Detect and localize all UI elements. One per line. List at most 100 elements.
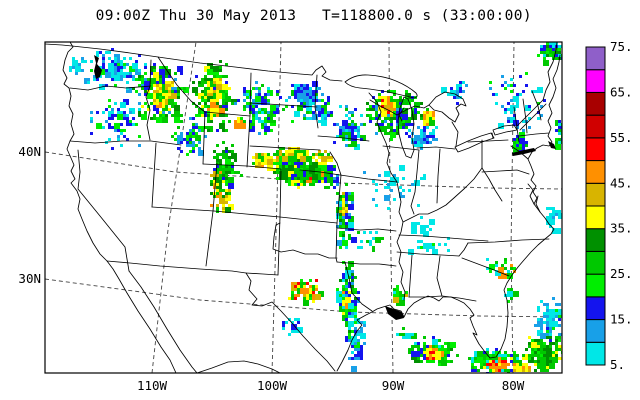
colorbar-label-65: 65. xyxy=(610,84,633,99)
map-boundary-line xyxy=(408,295,477,302)
radar-echoes xyxy=(69,42,562,373)
map-boundary-line xyxy=(272,222,338,259)
map-boundary-line xyxy=(535,195,541,213)
map-boundary-line xyxy=(245,272,279,276)
colorbar-label-15: 15. xyxy=(610,312,633,327)
map-boundary-line xyxy=(339,174,398,183)
map-boundary-line xyxy=(277,168,282,276)
map-boundary-line xyxy=(205,210,214,267)
colorbar-cell-55dbz xyxy=(585,114,606,139)
map-water-feature xyxy=(385,306,404,320)
map-boundary-line xyxy=(145,59,152,141)
gridline-100w xyxy=(271,42,282,373)
y-tick-30n: 30N xyxy=(18,271,41,286)
map-boundary-line xyxy=(202,163,282,170)
map-water-feature xyxy=(94,55,102,79)
colorbar-cell-25dbz xyxy=(585,250,606,275)
map-boundary-line xyxy=(397,96,415,159)
map-boundary-line xyxy=(416,146,456,150)
map-boundary-line xyxy=(344,261,373,312)
map-water-feature xyxy=(548,141,556,149)
map-boundary-line xyxy=(69,140,182,146)
map-boundary-line xyxy=(213,210,281,218)
gridline-110w xyxy=(151,42,197,373)
map-boundary-line xyxy=(428,91,467,123)
plot-model-time-label: T=118800.0 s (33:00:00) xyxy=(322,8,532,24)
map-boundary-line xyxy=(157,56,206,113)
y-tick-40n: 40N xyxy=(18,144,41,159)
map-boundary-line xyxy=(212,162,218,212)
colorbar-label-25: 25. xyxy=(610,266,633,281)
map-boundary-line xyxy=(314,74,319,129)
map-boundary-line xyxy=(335,257,338,263)
map-boundary-line xyxy=(344,74,418,99)
map-boundary-line xyxy=(45,43,343,82)
map-boundary-line xyxy=(542,42,558,101)
map-boundary-line xyxy=(336,227,397,232)
us-basemap xyxy=(45,42,561,373)
colorbar-cell-50dbz xyxy=(585,137,606,162)
colorbar-label-5: 5. xyxy=(610,357,625,372)
map-frame xyxy=(44,41,563,374)
map-boundary-line xyxy=(249,72,252,117)
colorbar-cell-35dbz xyxy=(585,205,606,230)
colorbar-label-45: 45. xyxy=(610,175,633,190)
map-boundary-line xyxy=(196,360,281,373)
map-boundary-line xyxy=(396,104,430,116)
map-boundary-line xyxy=(492,124,518,136)
map-boundary-line xyxy=(481,167,503,202)
colorbar-label-35: 35. xyxy=(610,221,633,236)
map-boundary-line xyxy=(402,167,483,223)
map-boundary-line xyxy=(204,111,251,117)
map-boundary-line xyxy=(519,103,547,131)
colorbar-cell-60dbz xyxy=(585,91,606,116)
map-boundary-line xyxy=(279,216,338,224)
map-boundary-line xyxy=(518,132,550,137)
map-boundary-line xyxy=(491,132,494,139)
map-boundary-line xyxy=(522,98,528,134)
map-boundary-line xyxy=(106,260,336,372)
map-boundary-line xyxy=(336,54,561,372)
map-boundary-line xyxy=(513,106,520,143)
map-boundary-line xyxy=(246,115,251,168)
map-boundary-line xyxy=(317,135,370,142)
map-boundary-line xyxy=(481,169,530,175)
colorbar-label-75: 75. xyxy=(610,39,633,54)
map-boundary-line xyxy=(77,149,130,272)
map-boundary-line xyxy=(128,270,198,373)
map-boundary-line xyxy=(467,238,550,244)
map-boundary-line xyxy=(461,257,510,277)
colorbar-cell-20dbz xyxy=(585,273,606,298)
reflectivity-colorbar: 75. 65. 55. 45. 35. 25. 15. 5. xyxy=(585,39,633,372)
map-boundary-line xyxy=(382,145,420,151)
map-boundary-line xyxy=(368,92,406,301)
colorbar-cell-5dbz xyxy=(585,341,606,366)
colorbar-label-55: 55. xyxy=(610,130,633,145)
map-boundary-line xyxy=(299,169,341,176)
map-boundary-line xyxy=(335,222,338,259)
colorbar-cell-30dbz xyxy=(585,228,606,252)
colorbar-cell-10dbz xyxy=(585,319,606,343)
x-tick-110w: 110W xyxy=(137,378,168,393)
x-tick-100w: 100W xyxy=(257,378,288,393)
map-boundary-line xyxy=(396,251,460,257)
map-boundary-line xyxy=(516,99,544,127)
map-boundary-line xyxy=(410,149,420,215)
map-boundary-line xyxy=(408,254,413,298)
map-boundary-line xyxy=(436,255,443,297)
colorbar-cell-70dbz xyxy=(585,46,606,71)
plot-datetime-label: 09:00Z Thu 30 May 2013 xyxy=(96,8,297,24)
map-boundary-line xyxy=(454,132,495,153)
x-tick-80w: 80W xyxy=(502,378,525,393)
map-boundary-line xyxy=(249,145,321,151)
map-boundary-line xyxy=(436,148,441,204)
map-boundary-line xyxy=(202,111,206,165)
x-tick-90w: 90W xyxy=(382,378,405,393)
colorbar-cell-45dbz xyxy=(585,160,606,184)
colorbar-cell-40dbz xyxy=(585,182,606,207)
map-boundary-line xyxy=(249,102,318,108)
map-boundary-line xyxy=(398,234,489,242)
map-boundary-line xyxy=(369,99,398,116)
